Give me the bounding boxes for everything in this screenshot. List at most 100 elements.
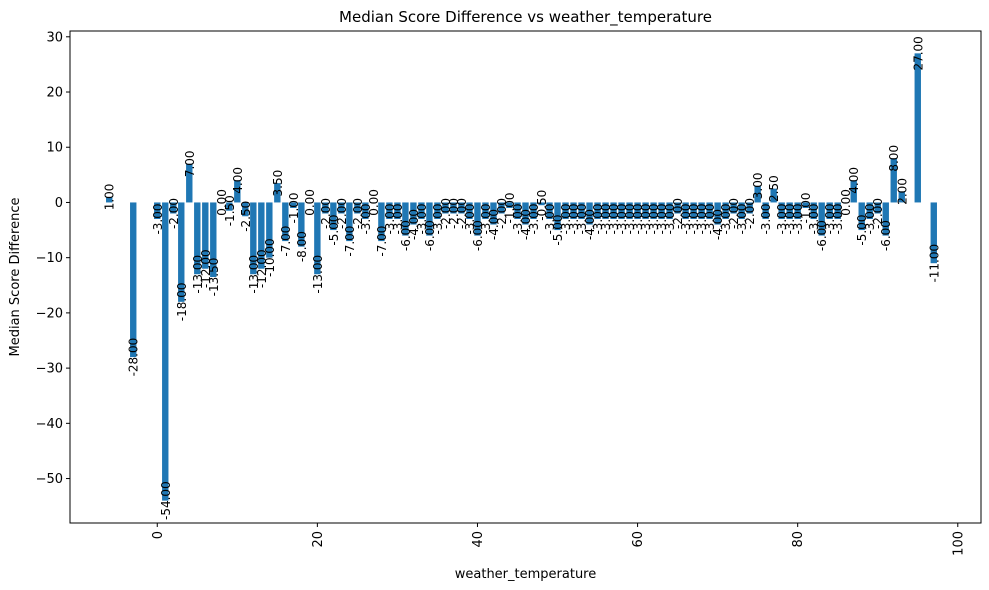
bar-73 bbox=[738, 202, 745, 220]
bar-value-label: -2.00 bbox=[743, 198, 757, 229]
bar-80 bbox=[794, 202, 801, 220]
bar-92 bbox=[890, 158, 897, 203]
bar-95 bbox=[914, 53, 921, 203]
bar-69 bbox=[706, 202, 713, 220]
bar-62 bbox=[650, 202, 657, 220]
bar-value-label: 2.50 bbox=[767, 175, 781, 202]
bar-84 bbox=[826, 202, 833, 220]
bar-75 bbox=[754, 185, 761, 203]
bar-value-label: -3.00 bbox=[527, 203, 541, 234]
bar-value-label: 0.00 bbox=[215, 189, 229, 216]
bar-value-label: -3.00 bbox=[735, 203, 749, 234]
bar-37 bbox=[450, 202, 457, 214]
bar-value-label: 3.50 bbox=[271, 170, 285, 197]
bar-87 bbox=[850, 180, 857, 203]
bar-value-label: 8.00 bbox=[887, 145, 901, 172]
y-tick-label: −10 bbox=[36, 251, 63, 266]
bar-value-label: -1.00 bbox=[503, 192, 517, 223]
bar-value-label: -3.00 bbox=[151, 203, 165, 234]
bar-value-label: -13.00 bbox=[311, 255, 325, 294]
bar-value-label: -3.00 bbox=[863, 203, 877, 234]
bar-22 bbox=[330, 202, 337, 231]
bar-48 bbox=[538, 202, 545, 206]
bar-value-label: -3.00 bbox=[559, 203, 573, 234]
bar-value-label: -5.00 bbox=[551, 215, 565, 246]
bar-value-label: -4.00 bbox=[583, 209, 597, 240]
bar-20 bbox=[314, 202, 321, 275]
bar-value-label: -2.00 bbox=[871, 198, 885, 229]
bar-value-label: -0.50 bbox=[535, 190, 549, 221]
bar-value-label: -1.00 bbox=[799, 192, 813, 223]
bar-25 bbox=[354, 202, 361, 214]
bar-60 bbox=[634, 202, 641, 220]
y-tick-label: 20 bbox=[46, 86, 63, 101]
bar-38 bbox=[458, 202, 465, 214]
bar-17 bbox=[290, 202, 297, 208]
bar-value-label: -3.00 bbox=[479, 203, 493, 234]
bar-value-label: -7.00 bbox=[279, 226, 293, 257]
bar-57 bbox=[610, 202, 617, 220]
bar-89 bbox=[866, 202, 873, 220]
bar-value-label: 0.00 bbox=[839, 189, 853, 216]
bar-value-label: -3.00 bbox=[783, 203, 797, 234]
bar-77 bbox=[770, 188, 777, 203]
bar-36 bbox=[442, 202, 449, 214]
x-axis: 0 20 40 60 80 100 bbox=[151, 523, 966, 556]
bar-value-label: 1.00 bbox=[103, 184, 117, 211]
bars-layer bbox=[106, 53, 937, 501]
bar-value-label: -2.50 bbox=[239, 201, 253, 232]
y-tick-label: 10 bbox=[46, 141, 63, 156]
y-tick-label: 30 bbox=[46, 30, 63, 45]
bar-value-label: -7.00 bbox=[343, 226, 357, 257]
bar-value-label: -8.00 bbox=[295, 231, 309, 262]
bar-value-label: -3.00 bbox=[719, 203, 733, 234]
bar-value-label: -4.00 bbox=[407, 209, 421, 240]
bar-value-label: -3.00 bbox=[463, 203, 477, 234]
bar-value-label: -3.00 bbox=[615, 203, 629, 234]
y-tick-label: −20 bbox=[36, 306, 63, 321]
bar-50 bbox=[554, 202, 561, 231]
bar-91 bbox=[882, 202, 889, 236]
bar-value-label: -3.00 bbox=[543, 203, 557, 234]
bar-value-label: -3.00 bbox=[391, 203, 405, 234]
bar-16 bbox=[282, 202, 289, 242]
bar-41 bbox=[482, 202, 489, 220]
bar-value-label: -3.00 bbox=[759, 203, 773, 234]
bar-79 bbox=[786, 202, 793, 220]
bar-10 bbox=[234, 180, 241, 203]
bar-value-label: -2.00 bbox=[455, 198, 469, 229]
bar-value-label: -7.00 bbox=[375, 226, 389, 257]
bar-61 bbox=[642, 202, 649, 220]
x-tick-label: 80 bbox=[791, 531, 806, 548]
y-axis: −50 −40 −30 −20 −10 0 10 20 30 bbox=[36, 30, 70, 487]
bar-34 bbox=[426, 202, 433, 236]
bar-0 bbox=[154, 202, 161, 220]
bar-value-label: -6.00 bbox=[423, 220, 437, 251]
bar-56 bbox=[602, 202, 609, 220]
bar-value-label: 4.00 bbox=[231, 167, 245, 194]
bar-value-label: -3.00 bbox=[383, 203, 397, 234]
bar-82 bbox=[810, 202, 817, 220]
bar-value-label: -3.00 bbox=[431, 203, 445, 234]
bar-5 bbox=[194, 202, 201, 275]
bar-value-label: -1.50 bbox=[223, 195, 237, 226]
bar-value-label: -3.00 bbox=[791, 203, 805, 234]
bar-71 bbox=[722, 202, 729, 220]
bar-value-label: 2.00 bbox=[895, 178, 909, 205]
bar-26 bbox=[362, 202, 369, 220]
bar-value-label: -3.00 bbox=[599, 203, 613, 234]
bar-24 bbox=[346, 202, 353, 242]
bar-value-label: -3.00 bbox=[623, 203, 637, 234]
bar-86 bbox=[842, 202, 849, 204]
bar-value-label: -2.00 bbox=[319, 198, 333, 229]
bar-value-label: -3.00 bbox=[639, 203, 653, 234]
bar-64 bbox=[666, 202, 673, 220]
bar-value-label: -13.00 bbox=[191, 255, 205, 294]
bar-78 bbox=[778, 202, 785, 220]
bar-value-label: -12.00 bbox=[199, 249, 213, 288]
bar-value-label: -3.00 bbox=[631, 203, 645, 234]
bar-28 bbox=[378, 202, 385, 242]
bar-70 bbox=[714, 202, 721, 225]
bar-value-label: -4.00 bbox=[519, 209, 533, 240]
